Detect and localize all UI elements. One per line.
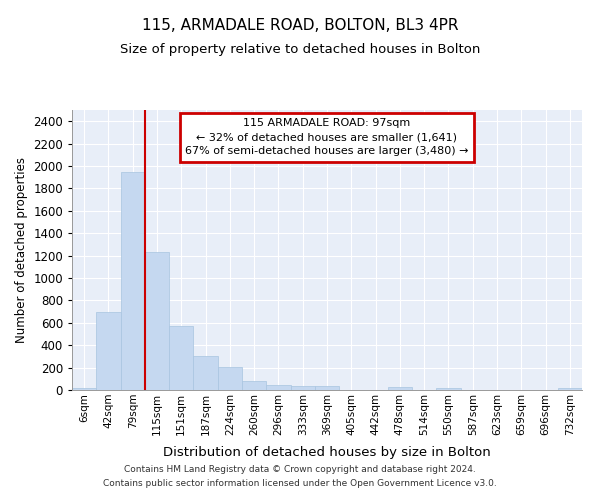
Bar [96, 312, 121, 390]
Text: Size of property relative to detached houses in Bolton: Size of property relative to detached ho… [120, 42, 480, 56]
Bar [193, 356, 218, 390]
Bar [145, 252, 169, 390]
Bar [242, 381, 266, 390]
Y-axis label: Number of detached properties: Number of detached properties [14, 157, 28, 343]
X-axis label: Distribution of detached houses by size in Bolton: Distribution of detached houses by size … [163, 446, 491, 459]
Bar [558, 388, 582, 390]
Bar [72, 388, 96, 390]
Text: Contains HM Land Registry data © Crown copyright and database right 2024.
Contai: Contains HM Land Registry data © Crown c… [103, 466, 497, 487]
Bar [436, 388, 461, 390]
Text: 115, ARMADALE ROAD, BOLTON, BL3 4PR: 115, ARMADALE ROAD, BOLTON, BL3 4PR [142, 18, 458, 32]
Bar [266, 384, 290, 390]
Bar [218, 367, 242, 390]
Bar [121, 172, 145, 390]
Bar [290, 386, 315, 390]
Bar [315, 386, 339, 390]
Bar [388, 387, 412, 390]
Text: 115 ARMADALE ROAD: 97sqm
← 32% of detached houses are smaller (1,641)
67% of sem: 115 ARMADALE ROAD: 97sqm ← 32% of detach… [185, 118, 469, 156]
Bar [169, 326, 193, 390]
